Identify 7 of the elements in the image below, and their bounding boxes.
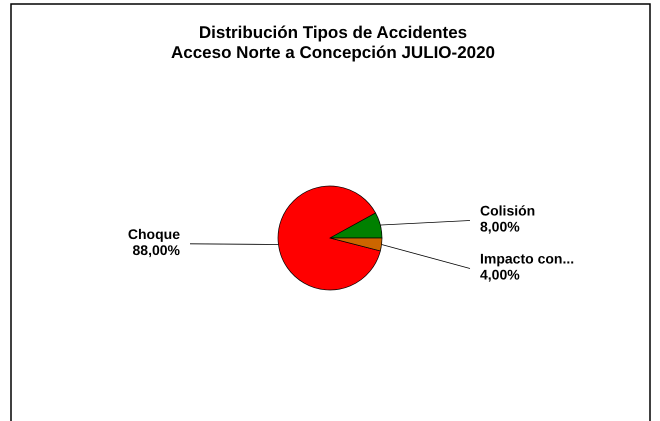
slice-label: Impacto con... (480, 250, 574, 266)
data-label: 4,00% (480, 266, 520, 282)
chart-title: Distribución Tipos de Accidentes Acceso Norte a Concepción JULIO-2020 (170, 23, 496, 62)
data-label: 8,00% (480, 218, 520, 234)
slice-label: Choque (128, 226, 180, 242)
slice-label: Colisión (480, 202, 536, 218)
data-label: 88,00% (132, 242, 181, 258)
